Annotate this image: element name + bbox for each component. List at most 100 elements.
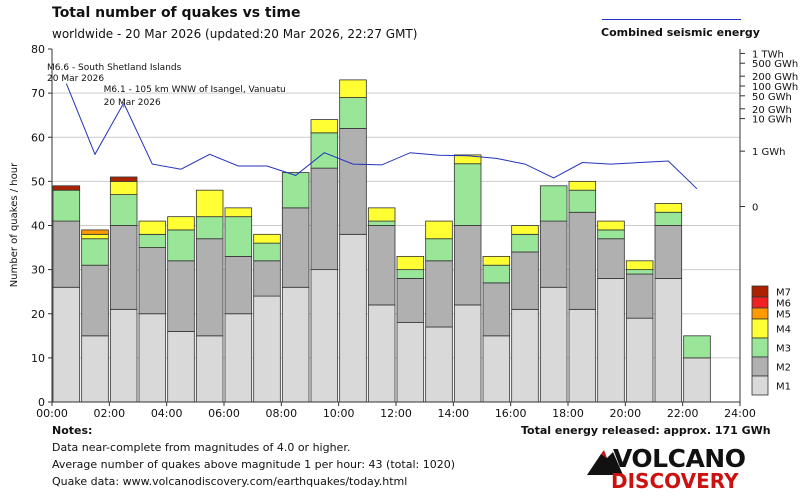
bar-segment-m3: [109, 194, 138, 226]
bar-segment-m4: [339, 79, 367, 98]
bar-segment-m1: [539, 286, 568, 403]
y-tick-label: 20: [31, 308, 45, 321]
bar-segment-m4: [511, 225, 539, 235]
bar-segment-m2: [539, 220, 568, 288]
bar-segment-m2: [281, 207, 310, 288]
bar-segment-m1: [396, 322, 425, 403]
energy-tick-label: 1 TWh: [752, 49, 784, 60]
bar-segment-m3: [453, 163, 482, 226]
bar-segment-m7: [109, 176, 138, 182]
y-tick-label: 80: [31, 43, 45, 56]
legend-swatch-m1: [751, 375, 769, 396]
bar-segment-m4: [367, 207, 396, 222]
energy-legend-line: [602, 19, 741, 20]
bar-segment-m1: [597, 278, 625, 403]
volcanodiscovery-logo[interactable]: VOLCANO DISCOVERY: [585, 442, 746, 493]
bar-segment-m4: [625, 260, 654, 271]
legend-label-m6: M6: [776, 299, 791, 310]
energy-tick-label: 500 GWh: [752, 59, 798, 70]
bar-segment-m4: [224, 207, 253, 218]
bar-segment-m2: [453, 225, 482, 306]
energy-tick-label: 100 GWh: [752, 82, 798, 93]
bar-segment-m3: [367, 220, 396, 226]
bar-segment-m1: [310, 269, 339, 403]
bar-segment-m1: [281, 286, 310, 403]
bar-segment-m2: [52, 220, 81, 288]
bar-segment-m4: [482, 255, 511, 266]
chart-title: Total number of quakes vs time: [52, 5, 301, 21]
bar-segment-m1: [52, 286, 81, 403]
bar-segment-m4: [597, 220, 625, 231]
bar-segment-m4: [453, 154, 482, 165]
bar-segment-m1: [367, 304, 396, 403]
note-line: Average number of quakes above magnitude…: [52, 458, 455, 471]
note-line: Data near-complete from magnitudes of 4.…: [52, 441, 351, 454]
grid-layer: [52, 92, 740, 359]
x-tick-label: 22:00: [667, 407, 699, 420]
annotation-label: M6.6 - South Shetland Islands: [47, 63, 182, 73]
bar-segment-m1: [654, 278, 683, 403]
legend-label-m7: M7: [776, 288, 791, 299]
energy-tick-label: 20 GWh: [752, 105, 792, 116]
bar-segment-m4: [109, 180, 138, 196]
x-tick-label: 06:00: [208, 407, 240, 420]
bar-segment-m1: [195, 335, 224, 403]
energy-tick-label: 0: [752, 203, 758, 214]
bar-segment-m2: [253, 260, 281, 297]
bar-segment-m1: [339, 233, 367, 403]
annotation-date: 20 Mar 2026: [104, 98, 161, 108]
bar-segment-m2: [167, 260, 195, 332]
x-tick-label: 10:00: [323, 407, 355, 420]
bar-segment-m3: [683, 335, 711, 359]
chart-subtitle: worldwide - 20 Mar 2026 (updated:20 Mar …: [52, 27, 418, 41]
bar-segment-m3: [425, 238, 453, 262]
bar-segment-m3: [167, 229, 195, 262]
bar-segment-m4: [654, 203, 683, 213]
bar-segment-m3: [482, 264, 511, 284]
legend-label-m5: M5: [776, 310, 791, 321]
bar-segment-m2: [367, 225, 396, 306]
x-tick-label: 08:00: [265, 407, 297, 420]
bar-segment-m3: [253, 242, 281, 262]
logo-text-discovery: DISCOVERY: [611, 469, 739, 493]
legend-swatch-m6: [751, 296, 769, 309]
bar-segment-m3: [568, 189, 597, 213]
bars-layer: [52, 79, 711, 403]
bar-segment-m2: [511, 251, 539, 310]
annotation-date: 20 Mar 2026: [47, 74, 104, 84]
energy-tick-label: 10 GWh: [752, 115, 792, 126]
bar-segment-m1: [625, 317, 654, 403]
volcano-icon: [587, 450, 623, 475]
annotation-label: M6.1 - 105 km WNW of Isangel, Vanuatu: [104, 85, 286, 95]
note-line: Quake data: www.volcanodiscovery.com/ear…: [52, 475, 408, 488]
bar-segment-m2: [425, 260, 453, 328]
x-tick-label: 24:00: [724, 407, 756, 420]
y-tick-label: 30: [31, 264, 45, 277]
bar-segment-m3: [339, 97, 367, 129]
bar-segment-m4: [253, 233, 281, 244]
bar-segment-m4: [81, 233, 109, 240]
y-tick-label: 0: [38, 396, 45, 409]
x-tick-label: 02:00: [93, 407, 125, 420]
bar-segment-m3: [654, 211, 683, 226]
bar-segment-m1: [167, 330, 195, 403]
bar-segment-m2: [109, 225, 138, 310]
bar-segment-m2: [597, 238, 625, 279]
bar-segment-m3: [511, 233, 539, 253]
bar-segment-m1: [253, 295, 281, 403]
bar-segment-m4: [568, 180, 597, 191]
bar-segment-m1: [109, 308, 138, 403]
x-tick-label: 18:00: [552, 407, 584, 420]
energy-tick-label: 1 GWh: [752, 147, 786, 158]
legend-swatch-m4: [751, 318, 769, 339]
y-tick-label: 10: [31, 352, 45, 365]
energy-series-line: [65, 83, 698, 190]
legend-swatch-m2: [751, 356, 769, 377]
bar-segment-m2: [654, 225, 683, 279]
bar-segment-m1: [425, 326, 453, 403]
bar-segment-m3: [281, 172, 310, 209]
bar-segment-m2: [482, 282, 511, 337]
